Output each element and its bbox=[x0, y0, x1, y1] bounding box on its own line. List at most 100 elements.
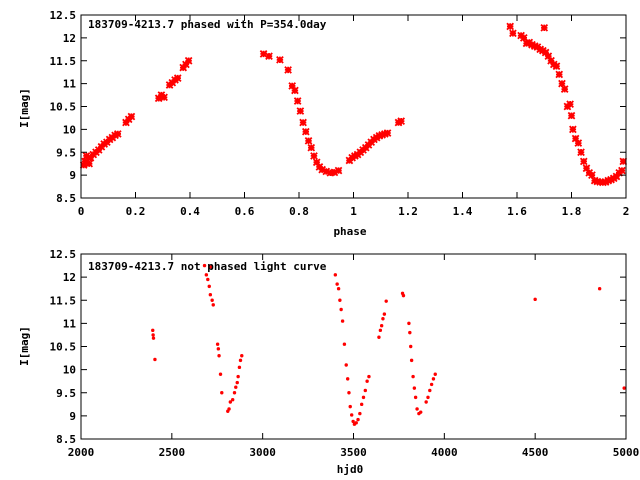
data-point bbox=[431, 377, 436, 381]
unphased-plot-frame bbox=[80, 253, 627, 440]
data-point bbox=[379, 323, 384, 328]
data-point bbox=[409, 344, 413, 349]
data-point bbox=[160, 93, 168, 102]
data-point bbox=[347, 391, 351, 395]
data-point bbox=[590, 176, 599, 185]
data-point bbox=[217, 354, 221, 358]
data-point bbox=[412, 386, 417, 390]
data-point bbox=[340, 319, 345, 323]
data-point bbox=[577, 148, 585, 157]
data-point bbox=[326, 169, 335, 177]
data-point bbox=[619, 157, 628, 166]
y-tick-label: 12.5 bbox=[50, 9, 77, 22]
data-point bbox=[336, 286, 341, 291]
data-point bbox=[151, 336, 156, 340]
y-tick-label: 10.5 bbox=[50, 101, 77, 114]
data-point bbox=[335, 282, 339, 286]
data-point bbox=[607, 175, 615, 184]
data-point bbox=[339, 307, 343, 312]
data-point bbox=[426, 395, 430, 400]
data-point bbox=[618, 166, 626, 175]
data-point bbox=[359, 402, 364, 407]
y-tick-label: 9 bbox=[69, 410, 76, 423]
x-tick-label: 3500 bbox=[340, 446, 367, 459]
phased-plot-title: 183709-4213.7 phased with P=354.0day bbox=[88, 18, 327, 31]
x-tick-label: 0.2 bbox=[126, 205, 146, 218]
data-point bbox=[351, 152, 359, 160]
phased-data-points bbox=[79, 22, 628, 187]
unphased-x-axis-label: hjd0 bbox=[337, 463, 364, 476]
data-point bbox=[530, 42, 539, 50]
data-point bbox=[574, 139, 583, 147]
data-point bbox=[85, 159, 94, 168]
data-point bbox=[622, 386, 626, 390]
data-point bbox=[407, 321, 411, 326]
data-point bbox=[378, 328, 383, 333]
data-point bbox=[555, 70, 564, 79]
data-point bbox=[509, 29, 517, 38]
data-point bbox=[381, 317, 385, 321]
data-point bbox=[579, 157, 588, 166]
data-point bbox=[377, 335, 381, 339]
data-point bbox=[363, 388, 368, 393]
data-point bbox=[544, 52, 553, 61]
data-point bbox=[238, 358, 243, 363]
unphased-plot-title: 183709-4213.7 not phased light curve bbox=[88, 260, 327, 273]
data-point bbox=[344, 363, 348, 367]
y-tick-label: 11.5 bbox=[50, 55, 77, 68]
phased-axis-ticks: 0 0.2 0.4 0.6 0.8 1 1.2 1.4 1.6 1.8 2 8.5 9 9.5 10 10.5… bbox=[50, 9, 630, 218]
data-point bbox=[209, 265, 213, 269]
data-point bbox=[536, 45, 544, 54]
phased-light-curve-panel: 0 0.2 0.4 0.6 0.8 1 1.2 1.4 1.6 1.8 2 8.5 9 9.5 10 10.5… bbox=[18, 9, 629, 238]
data-point bbox=[304, 136, 313, 145]
data-point bbox=[522, 39, 531, 48]
data-point bbox=[322, 167, 331, 176]
data-point bbox=[310, 152, 318, 160]
y-tick-label: 10.5 bbox=[50, 341, 77, 354]
x-tick-label: 0.8 bbox=[289, 205, 309, 218]
data-point bbox=[365, 379, 369, 383]
data-point bbox=[383, 129, 392, 137]
y-tick-label: 10 bbox=[63, 364, 76, 377]
data-point bbox=[397, 117, 406, 125]
data-point bbox=[338, 298, 342, 302]
data-point bbox=[384, 299, 388, 303]
data-point bbox=[354, 421, 358, 425]
x-tick-label: 0 bbox=[78, 205, 85, 218]
data-point bbox=[356, 417, 360, 422]
x-tick-label: 5000 bbox=[613, 446, 640, 459]
y-tick-label: 10 bbox=[63, 123, 76, 136]
x-tick-label: 4500 bbox=[522, 446, 549, 459]
data-point bbox=[79, 161, 88, 169]
data-point bbox=[215, 342, 220, 346]
data-point bbox=[236, 374, 240, 379]
data-point bbox=[566, 100, 574, 109]
data-point bbox=[409, 358, 414, 363]
data-point bbox=[345, 377, 350, 381]
data-point bbox=[424, 400, 428, 404]
y-tick-label: 12 bbox=[63, 32, 76, 45]
y-tick-label: 12 bbox=[63, 271, 76, 284]
phased-y-axis-label: I[mag] bbox=[18, 88, 31, 128]
data-point bbox=[206, 277, 210, 282]
x-tick-label: 1.4 bbox=[453, 205, 473, 218]
data-point bbox=[413, 395, 418, 400]
data-point bbox=[259, 50, 268, 58]
data-point bbox=[151, 333, 155, 337]
data-point bbox=[240, 354, 244, 358]
data-point bbox=[127, 112, 136, 121]
data-point bbox=[588, 171, 596, 179]
data-point bbox=[367, 374, 371, 379]
data-point bbox=[348, 404, 352, 409]
data-point bbox=[571, 134, 580, 143]
data-point bbox=[552, 62, 561, 71]
data-point bbox=[601, 178, 610, 186]
data-point bbox=[411, 374, 415, 379]
data-point bbox=[299, 118, 307, 127]
data-point bbox=[265, 52, 273, 61]
x-tick-label: 2500 bbox=[159, 446, 186, 459]
data-point bbox=[358, 411, 362, 416]
data-point bbox=[540, 23, 549, 32]
